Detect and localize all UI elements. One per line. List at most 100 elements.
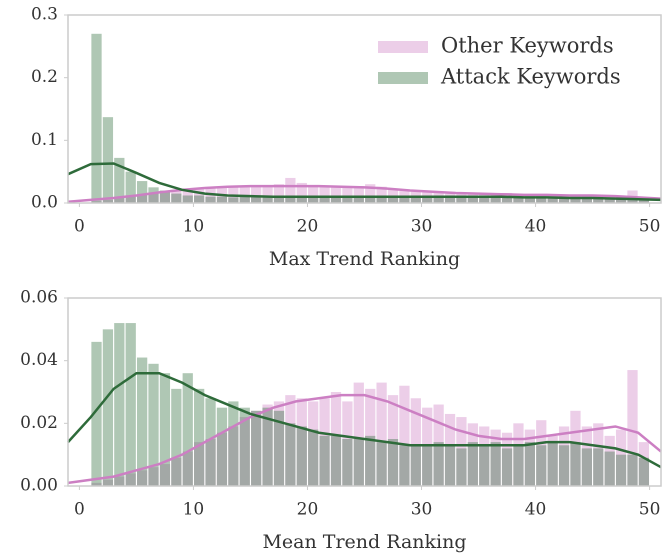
bar [387,439,399,486]
x-tick-label: 0 [74,500,85,520]
bar [262,186,273,203]
bar [604,199,615,203]
x-tick-label: 0 [74,217,85,237]
bar [148,192,159,203]
kde-line [67,162,662,202]
bar [399,445,410,486]
bar [558,195,570,203]
axes-frame [67,14,662,204]
bar [524,429,535,486]
bar [102,329,114,486]
bar [547,197,558,203]
bar [159,373,171,486]
y-tick-label: 0.1 [31,130,58,150]
bar [570,410,581,486]
bar [365,435,376,486]
bar [342,401,353,486]
bar [524,195,535,203]
bar [410,445,421,486]
bar [136,470,148,486]
bar [547,435,558,486]
x-tick-label: 40 [525,217,547,237]
bar [479,445,490,486]
bar [148,467,159,486]
y-tick-label: 0.06 [20,288,58,308]
x-tick-label: 10 [183,500,205,520]
bar [581,197,593,203]
bar [433,192,444,203]
bar [342,197,353,203]
kde-line [67,184,662,203]
legend-swatch [378,41,428,53]
bar [638,442,650,486]
bar [296,197,307,203]
bar [593,196,604,203]
bar [171,189,182,203]
bar [171,388,182,486]
bar [456,417,467,486]
bar [319,398,330,486]
bar [125,171,136,203]
bar [365,184,376,203]
bar [467,194,478,203]
bar [593,448,604,486]
bar [182,373,193,486]
bar [581,195,593,203]
bar [513,197,524,203]
bar [399,196,410,203]
bar [228,401,239,486]
bar [262,407,273,486]
y-tick-label: 0.0 [31,193,58,213]
bar [456,192,467,203]
bar [490,442,501,486]
bar [387,395,399,486]
y-tick-label: 0.04 [20,350,58,370]
bar [570,198,581,203]
bar [91,341,102,486]
bar [205,398,216,486]
bar [319,197,330,203]
bar [148,363,159,486]
bar [467,423,478,486]
bar [433,442,444,486]
bar [194,442,205,486]
bar [285,177,296,203]
legend-label: Other Keywords [441,34,614,58]
x-tick-label: 20 [297,500,319,520]
bar [239,407,250,486]
bar [273,196,285,203]
x-tick-label: 20 [297,217,319,237]
bar [570,442,581,486]
bar [604,435,615,486]
bar [501,197,513,203]
x-tick-label: 50 [639,500,661,520]
bar [490,196,501,203]
bar [558,426,570,486]
bar [216,432,228,486]
kde-line [67,371,662,469]
bar [159,464,171,486]
bar [228,197,239,203]
bar [536,445,547,486]
bar [433,197,444,203]
bar [308,196,319,203]
bar [547,195,558,203]
bar [627,370,638,486]
x-tick-label: 30 [411,217,433,237]
bar [159,191,171,203]
bar [125,473,136,486]
bar [296,426,307,486]
bar [273,401,285,486]
bar [342,187,353,203]
bar [194,187,205,203]
bar [570,196,581,203]
bar [387,197,399,203]
bar [399,385,410,486]
bar [125,323,136,486]
bar [490,429,501,486]
bar [251,410,262,486]
bar [456,448,467,486]
bar [615,429,627,486]
bar [308,429,319,486]
